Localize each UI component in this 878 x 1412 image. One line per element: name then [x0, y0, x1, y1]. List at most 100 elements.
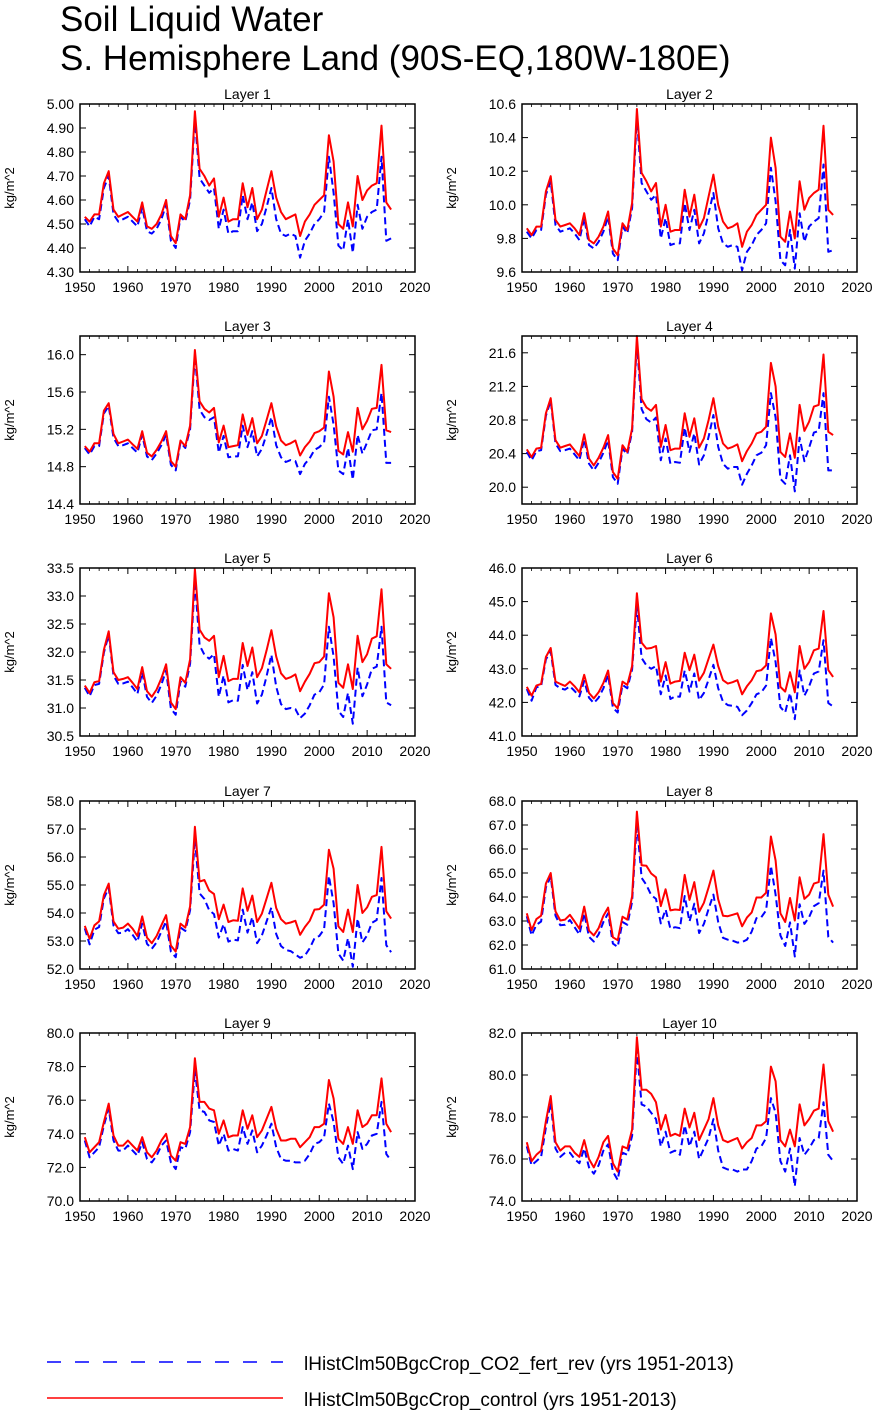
panel-layer-3: Layer 3 kg/m^2 1950 1960 1970 1980 1990 2000 201… [2, 318, 431, 527]
series-line-control [83, 1057, 392, 1162]
panel-layer-4: Layer 4 kg/m^2 1950 1960 1970 1980 1990 2000 201… [444, 318, 873, 527]
series-line-co2-fert-rev [525, 1048, 834, 1188]
y-tick-label: 9.8 [497, 230, 517, 246]
series-line-co2-fert-rev [525, 116, 834, 272]
y-axis-label: kg/m^2 [2, 399, 17, 441]
x-tick-label: 2000 [304, 1208, 335, 1224]
x-tick-label: 1990 [698, 743, 729, 759]
x-tick-label: 1970 [160, 1208, 191, 1224]
y-tick-label: 10.2 [489, 163, 516, 179]
x-tick-label: 2010 [352, 1208, 383, 1224]
x-tick-label: 2010 [352, 511, 383, 527]
x-tick-label: 2010 [352, 976, 383, 992]
x-tick-label: 2020 [399, 511, 430, 527]
x-tick-label: 1970 [160, 743, 191, 759]
y-tick-label: 70.0 [47, 1193, 74, 1209]
x-tick-label: 1990 [698, 1208, 729, 1224]
series-line-co2-fert-rev [83, 579, 392, 725]
x-tick-label: 1990 [256, 1208, 287, 1224]
x-tick-label: 1980 [208, 279, 239, 295]
panel-layer-2: Layer 2 kg/m^2 1950 1960 1970 1980 1990 2000 201… [444, 86, 873, 295]
y-tick-label: 64.0 [489, 889, 516, 905]
y-tick-label: 55.0 [47, 877, 74, 893]
x-tick-label: 1970 [602, 279, 633, 295]
y-axis-label: kg/m^2 [2, 864, 17, 906]
x-tick-label: 2020 [841, 743, 872, 759]
series-line-control [525, 810, 835, 942]
y-tick-label: 65.0 [489, 865, 516, 881]
plot-frame [521, 1032, 858, 1202]
y-tick-label: 4.80 [47, 144, 74, 160]
x-tick-label: 2000 [746, 743, 777, 759]
x-tick-label: 2000 [746, 279, 777, 295]
y-tick-label: 43.0 [489, 661, 516, 677]
x-tick-label: 1980 [650, 976, 681, 992]
x-tick-label: 1980 [650, 511, 681, 527]
y-tick-label: 41.0 [489, 728, 516, 744]
panel-layer-9: Layer 9 kg/m^2 1950 1960 1970 1980 1990 2000 201… [2, 1015, 431, 1224]
panel-layer-8: Layer 8 kg/m^2 1950 1960 1970 1980 1990 2000 201… [444, 783, 873, 992]
series-line-control [525, 592, 834, 710]
y-tick-label: 56.0 [47, 849, 74, 865]
y-tick-label: 78.0 [489, 1109, 516, 1125]
y-tick-label: 15.2 [47, 421, 74, 437]
x-tick-label: 2010 [352, 279, 383, 295]
title-line-2: S. Hemisphere Land (90S-EQ,180W-180E) [60, 39, 731, 78]
y-axis-label: kg/m^2 [444, 167, 459, 209]
legend-label-control: lHistClm50BgcCrop_control (yrs 1951-2013… [304, 1390, 677, 1411]
x-tick-label: 2020 [841, 279, 872, 295]
x-tick-label: 1970 [160, 976, 191, 992]
y-tick-label: 78.0 [47, 1059, 74, 1075]
y-tick-label: 14.4 [47, 496, 74, 512]
y-tick-label: 4.60 [47, 192, 74, 208]
plot-frame [79, 335, 416, 505]
y-tick-label: 61.0 [489, 961, 516, 977]
y-tick-label: 80.0 [47, 1025, 74, 1041]
x-tick-label: 1980 [650, 1208, 681, 1224]
y-tick-label: 4.30 [47, 264, 74, 280]
y-tick-label: 67.0 [489, 817, 516, 833]
x-tick-label: 1950 [64, 511, 95, 527]
y-tick-label: 80.0 [489, 1067, 516, 1083]
y-tick-label: 31.0 [47, 700, 74, 716]
x-tick-label: 1980 [650, 279, 681, 295]
x-tick-label: 2000 [304, 511, 335, 527]
plot-frame [79, 567, 416, 737]
y-tick-label: 16.0 [47, 347, 74, 363]
y-tick-label: 20.0 [489, 479, 516, 495]
panel-title: Layer 3 [224, 318, 271, 334]
y-tick-label: 33.5 [47, 560, 74, 576]
y-tick-label: 54.0 [47, 905, 74, 921]
x-tick-label: 1970 [602, 1208, 633, 1224]
y-tick-label: 32.5 [47, 616, 74, 632]
series-line-control [525, 108, 834, 257]
x-tick-label: 1970 [602, 743, 633, 759]
panel-layer-7: Layer 7 kg/m^2 1950 1960 1970 1980 1990 2000 201… [2, 783, 431, 992]
x-tick-label: 2020 [841, 1208, 872, 1224]
x-tick-label: 1980 [208, 743, 239, 759]
x-tick-label: 1960 [112, 743, 143, 759]
panel-title: Layer 8 [666, 783, 713, 799]
x-tick-label: 1970 [160, 511, 191, 527]
x-tick-label: 2020 [841, 976, 872, 992]
y-axis-label: kg/m^2 [444, 864, 459, 906]
plot-frame [79, 1032, 416, 1202]
figure-title: Soil Liquid Water S. Hemisphere Land (90… [60, 0, 731, 78]
x-tick-label: 1950 [506, 279, 537, 295]
x-tick-label: 1990 [256, 279, 287, 295]
x-tick-label: 1970 [602, 976, 633, 992]
x-tick-label: 1950 [64, 743, 95, 759]
x-tick-label: 2020 [399, 1208, 430, 1224]
x-tick-label: 1960 [112, 279, 143, 295]
y-tick-label: 74.0 [47, 1126, 74, 1142]
x-tick-label: 2020 [841, 511, 872, 527]
x-tick-label: 2010 [794, 1208, 825, 1224]
plot-frame [521, 335, 858, 505]
x-tick-label: 1990 [256, 511, 287, 527]
y-tick-label: 4.90 [47, 120, 74, 136]
panel-layer-10: Layer 10 kg/m^2 1950 1960 1970 1980 1990 2000 20… [444, 1015, 873, 1224]
plot-frame [521, 103, 858, 273]
x-tick-label: 1990 [698, 976, 729, 992]
y-tick-label: 42.0 [489, 694, 516, 710]
x-tick-label: 2020 [399, 976, 430, 992]
